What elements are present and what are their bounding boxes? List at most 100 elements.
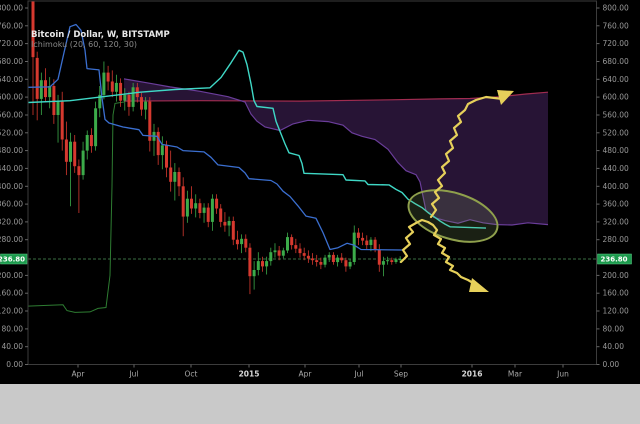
chart-canvas[interactable]: 800.00 800.00 760.00 760.00 720.00 720.00 680.… <box>0 0 640 397</box>
plot-layer[interactable] <box>28 0 597 313</box>
right-axis-label: 800.00 <box>603 4 629 13</box>
left-axis-label: 600.00 <box>0 93 23 102</box>
month-label: Oct <box>185 370 198 379</box>
candle-body <box>114 82 118 92</box>
right-price-tag: 236.80 <box>597 253 632 265</box>
candle-body <box>219 208 223 222</box>
senkou-b-line <box>123 91 549 102</box>
candle-body <box>69 141 72 162</box>
candle-body <box>165 145 168 168</box>
candle-body <box>206 207 210 222</box>
candle-body <box>381 261 385 265</box>
candle-body <box>56 101 60 115</box>
right-axis-label: 640.00 <box>603 75 629 84</box>
candle-body <box>94 108 98 147</box>
candle-body <box>356 232 360 238</box>
right-axis-label: 560.00 <box>603 111 629 120</box>
candle-body <box>286 237 289 251</box>
candle-body <box>98 94 102 109</box>
candle-body <box>290 237 294 246</box>
left-axis-label: 720.00 <box>0 39 23 48</box>
month-label: Apr <box>72 370 86 379</box>
year-label: 2016 <box>462 370 483 379</box>
candle-body <box>248 247 252 277</box>
price-tag-label: 236.80 <box>601 256 628 264</box>
right-axis-label: 720.00 <box>603 39 629 48</box>
candle-body <box>60 101 64 140</box>
candle-body <box>302 253 306 256</box>
kijun-line <box>28 49 487 229</box>
left-axis-label: 40.00 <box>2 342 24 351</box>
candle-body <box>240 238 244 245</box>
left-axis-label: 360.00 <box>0 200 23 209</box>
candle-body <box>269 252 273 262</box>
candle-body <box>190 198 193 209</box>
candle-body <box>252 270 256 277</box>
drawn-arrow-up[interactable] <box>429 95 505 219</box>
candle-body <box>256 261 260 270</box>
candle-body <box>298 248 302 254</box>
left-axis-label: 120.00 <box>0 307 23 316</box>
candle-body <box>148 101 152 141</box>
right-axis-label: 520.00 <box>603 128 629 137</box>
right-axis-label: 120.00 <box>603 307 629 316</box>
tenkan-line <box>28 23 403 251</box>
left-axis-label: 160.00 <box>0 289 23 298</box>
month-label: Jul <box>353 370 363 379</box>
candle-body <box>140 97 143 110</box>
candle-body <box>327 254 331 258</box>
left-axis-label: 560.00 <box>0 111 23 120</box>
month-label: Jun <box>556 370 569 379</box>
plot-border <box>27 0 597 365</box>
month-label: Sep <box>394 370 408 379</box>
left-price-tag: 236.80 <box>0 253 28 265</box>
left-axis-label: 200.00 <box>0 271 23 280</box>
candles-layer <box>31 1 402 295</box>
candle-body <box>319 262 323 265</box>
left-axis-label: 0.00 <box>6 360 23 369</box>
left-axis-label: 800.00 <box>0 4 23 13</box>
drawn-arrow-up-head <box>497 90 514 105</box>
candle-body <box>106 72 110 82</box>
right-axis-label: 80.00 <box>603 324 625 333</box>
candle-body <box>273 250 277 253</box>
candle-body <box>386 260 390 262</box>
left-axis-label: 520.00 <box>0 128 23 137</box>
candle-body <box>64 139 68 162</box>
candle-body <box>39 80 43 99</box>
month-label: Mar <box>508 370 523 379</box>
right-axis-label: 320.00 <box>603 217 629 226</box>
left-axis-label: 480.00 <box>0 146 23 155</box>
candle-body <box>265 261 269 267</box>
drawn-arrow-down[interactable] <box>399 218 475 285</box>
candle-body <box>281 250 285 256</box>
candle-body <box>361 237 365 241</box>
candle-body <box>89 135 93 147</box>
candle-body <box>306 255 310 259</box>
candle-body <box>315 260 319 262</box>
footer-strip <box>0 384 640 397</box>
candle-body <box>344 260 348 267</box>
candle-body <box>85 135 89 151</box>
candle-body <box>398 259 402 260</box>
left-axis-label: 400.00 <box>0 182 23 191</box>
right-axis-label: 280.00 <box>603 235 629 244</box>
candle-body <box>202 207 206 213</box>
right-axis-label: 440.00 <box>603 164 629 173</box>
candle-body <box>173 172 177 182</box>
left-axis-label: 280.00 <box>0 235 23 244</box>
candle-body <box>390 260 394 262</box>
time-axis[interactable]: Apr Jul Oct 2015 Apr Jul Sep 2016 Mar Jun <box>72 364 570 379</box>
drawn-ellipse[interactable] <box>402 181 503 252</box>
candle-body <box>369 239 373 245</box>
candle-body <box>177 172 181 187</box>
price-axes[interactable]: 800.00 800.00 760.00 760.00 720.00 720.00 680.… <box>0 4 629 370</box>
right-axis-label: 0.00 <box>603 360 620 369</box>
candle-body <box>44 80 47 98</box>
chart-background <box>0 0 640 384</box>
candle-body <box>35 57 39 99</box>
candle-body <box>119 82 123 101</box>
right-axis-label: 360.00 <box>603 200 629 209</box>
candle-body <box>73 141 77 167</box>
